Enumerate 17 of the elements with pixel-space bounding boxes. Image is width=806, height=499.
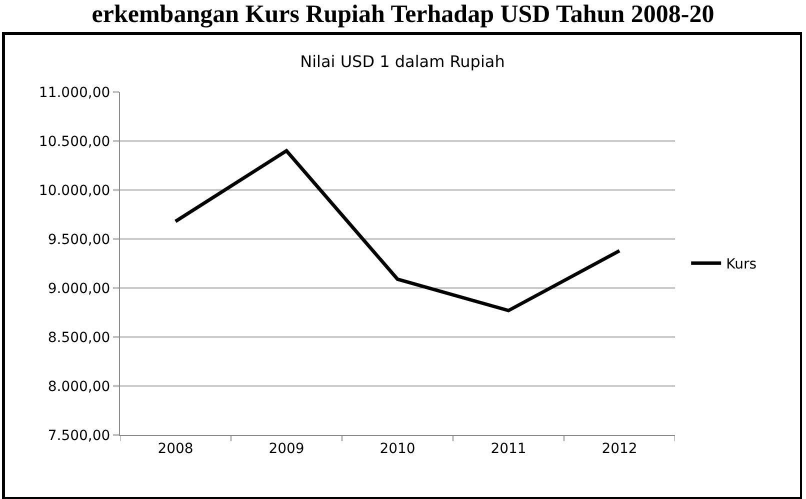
y-tick-label: 7.500,00 — [48, 428, 110, 444]
chart-subtitle: Nilai USD 1 dalam Rupiah — [300, 52, 505, 71]
x-tick-label: 2012 — [602, 440, 638, 457]
x-tick-label: 2008 — [158, 440, 194, 457]
y-tick-label: 11.000,00 — [38, 84, 110, 101]
legend-label: Kurs — [726, 256, 757, 273]
y-tick-label: 8.000,00 — [48, 378, 110, 395]
line-series — [174, 149, 622, 312]
y-tick-label: 9.500,00 — [48, 232, 110, 248]
y-tick-label: 10.000,00 — [38, 182, 110, 199]
y-tick-label: 9.000,00 — [48, 280, 110, 297]
x-tick-label: 2010 — [380, 440, 416, 457]
x-tick-label: 2009 — [268, 440, 304, 457]
chart-title: erkembangan Kurs Rupiah Terhadap USD Tahun 2008-20 — [90, 0, 716, 30]
x-tick-label: 2011 — [490, 440, 526, 457]
y-tick-label: 8.500,00 — [48, 330, 110, 346]
y-tick-label: 10.500,00 — [38, 134, 110, 150]
